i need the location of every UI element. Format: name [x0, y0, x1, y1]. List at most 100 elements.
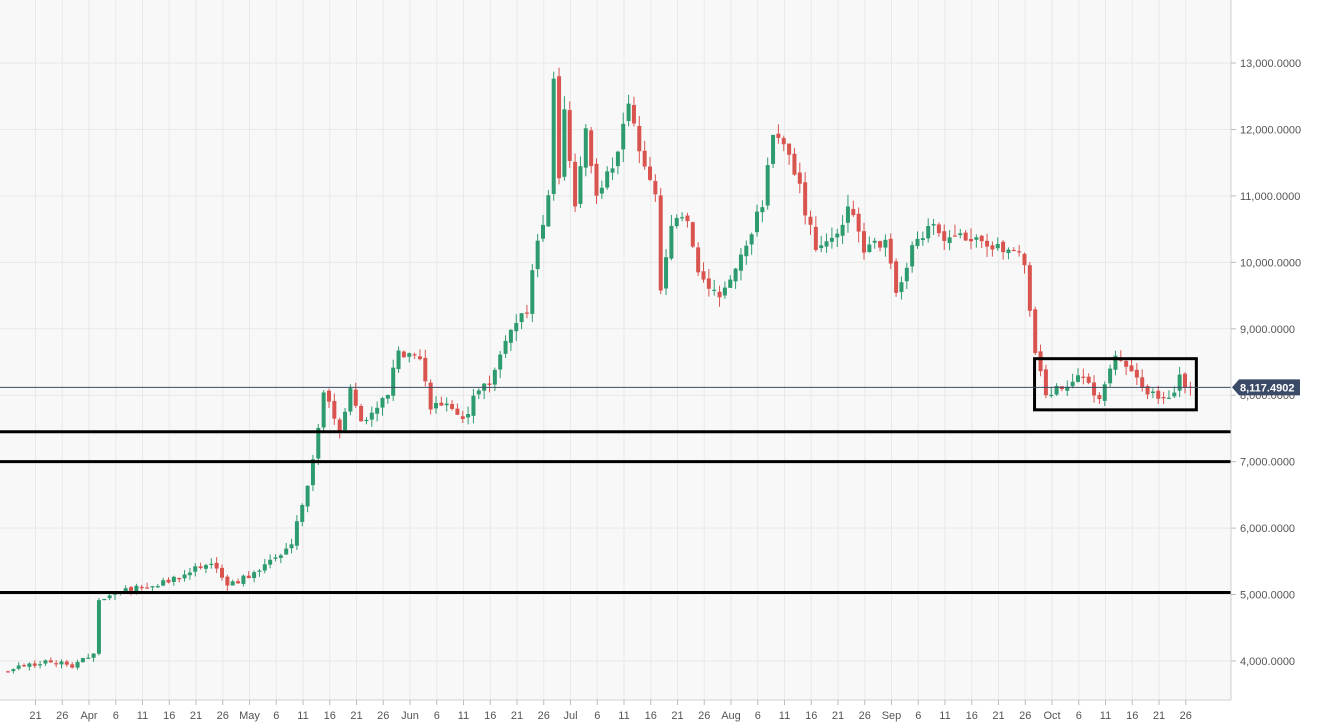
candle-body	[530, 270, 535, 314]
candle-body	[722, 287, 727, 296]
candle-body	[701, 271, 706, 280]
candle-body	[434, 403, 438, 409]
candle-body	[728, 279, 733, 288]
candle-body	[803, 182, 808, 216]
candle-body	[781, 138, 786, 145]
candle-body	[995, 243, 1000, 249]
candle-body	[353, 389, 358, 406]
candle-body	[567, 110, 572, 161]
x-tick-label: 26	[538, 710, 550, 722]
candles	[6, 67, 1193, 674]
x-tick-label: 16	[645, 710, 657, 722]
candle-body	[797, 172, 802, 184]
x-tick-label: 21	[350, 710, 362, 722]
candle-body	[476, 390, 481, 395]
support-lines	[0, 430, 1231, 595]
candle-body	[503, 340, 508, 354]
y-tick-label: 10,000.0000	[1240, 257, 1301, 269]
candle-body	[835, 233, 840, 238]
candle-body	[514, 323, 519, 332]
candle-body	[380, 398, 385, 408]
candle-body	[54, 663, 59, 665]
candle-body	[808, 216, 813, 225]
candle-body	[86, 657, 91, 659]
candle-body	[1156, 390, 1161, 399]
x-tick-label: 26	[56, 710, 68, 722]
candle-body	[161, 580, 166, 586]
candle-body	[653, 181, 658, 195]
x-tick-label: 6	[434, 710, 440, 722]
candle-body	[182, 574, 187, 579]
candle-body	[605, 171, 610, 188]
x-tick-label: 11	[618, 710, 629, 722]
candle-body	[1001, 241, 1006, 253]
candle-body	[450, 403, 455, 409]
candle-body	[760, 207, 765, 213]
candle-body	[910, 245, 915, 267]
y-tick-label: 12,000.0000	[1240, 124, 1301, 136]
candle-body	[744, 245, 749, 257]
candle-body	[359, 406, 364, 422]
y-tick-label: 4,000.0000	[1240, 656, 1295, 668]
candle-body	[428, 382, 433, 410]
candle-body	[171, 576, 176, 582]
candle-body	[589, 130, 594, 167]
candle-body	[209, 563, 214, 565]
candle-body	[696, 247, 701, 273]
candle-body	[220, 567, 224, 578]
candle-body	[615, 151, 620, 167]
candle-body	[706, 278, 711, 289]
candle-body	[1086, 376, 1091, 383]
x-tick-label: Apr	[80, 710, 97, 722]
candle-body	[417, 356, 422, 360]
candle-body	[557, 76, 562, 179]
candle-body	[749, 234, 754, 245]
candle-body	[562, 109, 567, 177]
candle-body	[1134, 369, 1139, 378]
candle-body	[829, 237, 834, 242]
candle-body	[343, 411, 348, 431]
candle-body	[508, 329, 513, 343]
candle-body	[257, 570, 262, 572]
candle-body	[32, 663, 37, 666]
candle-body	[872, 240, 877, 243]
candle-body	[845, 206, 850, 223]
candle-body	[1129, 365, 1134, 372]
candle-body	[1049, 394, 1054, 397]
y-tick-label: 7,000.0000	[1240, 457, 1295, 469]
candle-body	[401, 351, 406, 358]
candle-body	[878, 241, 883, 248]
candle-body	[1140, 377, 1145, 388]
candle-body	[423, 357, 428, 382]
candle-body	[712, 289, 717, 291]
x-tick-label: 16	[324, 710, 336, 722]
candle-body	[177, 578, 182, 580]
candle-body	[680, 217, 685, 219]
x-tick-label: 11	[1100, 710, 1111, 722]
candle-body	[1108, 368, 1113, 384]
candle-body	[102, 598, 107, 601]
candle-body	[294, 521, 299, 546]
candle-body	[936, 224, 941, 234]
candle-body	[139, 586, 144, 589]
candle-body	[166, 579, 171, 583]
candle-body	[59, 661, 64, 665]
candle-body	[27, 663, 32, 667]
candle-body	[278, 555, 283, 558]
x-tick-label: 11	[458, 710, 469, 722]
x-tick-label: 26	[698, 710, 710, 722]
candle-body	[904, 267, 909, 282]
x-tick-label: 11	[779, 710, 790, 722]
candle-body	[198, 566, 203, 569]
candle-body	[642, 150, 647, 167]
candle-body	[648, 166, 652, 180]
candle-body	[1081, 376, 1086, 378]
candle-body	[375, 407, 380, 414]
candle-body	[1038, 351, 1043, 372]
candle-body	[91, 653, 96, 658]
candle-body	[787, 143, 792, 155]
candle-body	[931, 224, 936, 226]
candle-body	[690, 222, 695, 247]
candle-body	[396, 350, 401, 370]
